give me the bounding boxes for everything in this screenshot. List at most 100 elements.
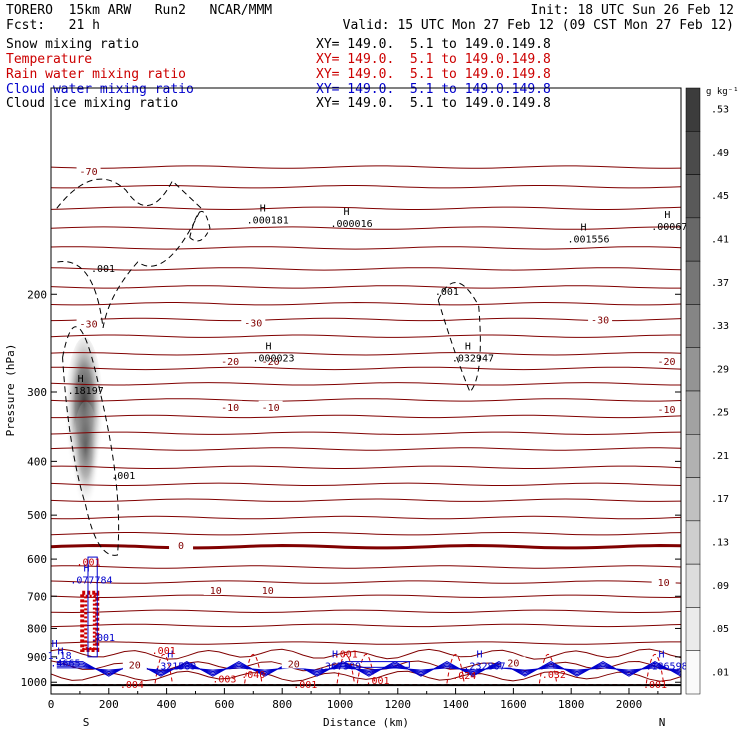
maximum-label: .032947 bbox=[452, 353, 494, 364]
maximum-marker: H bbox=[52, 639, 58, 650]
maximum-label: .000679 bbox=[651, 222, 693, 233]
colorbar-tick-label: .53 bbox=[711, 105, 729, 116]
cloud-water-contour bbox=[56, 665, 681, 673]
colorbar-swatch bbox=[685, 434, 701, 478]
isotherm-line bbox=[51, 185, 681, 189]
field-name-cloud-water: Cloud water mixing ratio bbox=[6, 82, 194, 97]
contour-label: .040 bbox=[241, 670, 265, 681]
maximum-marker: H bbox=[659, 649, 665, 660]
contour-label: .001 bbox=[293, 680, 317, 691]
maximum-marker: H bbox=[344, 207, 350, 218]
isotherm-label-bg bbox=[501, 656, 526, 668]
isotherm-line bbox=[51, 543, 681, 550]
isotherm-label-bg bbox=[258, 400, 283, 412]
isotherm-label: -70 bbox=[80, 167, 98, 178]
x-axis-label: Distance (km) bbox=[323, 716, 409, 729]
isotherm-line bbox=[51, 532, 681, 536]
cloud-ice-contour bbox=[189, 210, 211, 242]
y-tick-label: 400 bbox=[27, 455, 47, 468]
isotherm-label-bg bbox=[203, 583, 228, 595]
colorbar-swatch bbox=[685, 650, 701, 695]
isotherm-label: 10 bbox=[262, 586, 274, 597]
field-name-snow: Snow mixing ratio bbox=[6, 37, 140, 52]
y-tick-label: 800 bbox=[27, 622, 47, 635]
maximum-label: .232867 bbox=[463, 661, 505, 672]
colorbar-tick-label: .37 bbox=[711, 278, 729, 289]
isotherm-line bbox=[51, 246, 681, 250]
cloud-water-contour bbox=[56, 661, 681, 677]
rain-contour bbox=[446, 653, 465, 684]
maximum-label: .18197 bbox=[68, 386, 104, 397]
maximum-marker: H bbox=[167, 649, 173, 660]
field-xy-snow: XY= 149.0. 5.1 to 149.0.149.8 bbox=[316, 37, 551, 52]
colorbar-unit: g kg⁻¹ bbox=[706, 87, 739, 97]
north-label: N bbox=[659, 716, 666, 729]
isotherm-line bbox=[51, 398, 681, 402]
y-tick-label: 700 bbox=[27, 590, 47, 603]
forecast-hour: Fcst: 21 h bbox=[6, 18, 100, 33]
y-tick-label: 500 bbox=[27, 509, 47, 522]
isotherm-label: 10 bbox=[658, 578, 670, 589]
rain-contour bbox=[538, 653, 558, 684]
contour-label: .001 bbox=[643, 680, 667, 691]
y-tick-label: 900 bbox=[27, 651, 47, 664]
isotherm-label: -10 bbox=[262, 403, 280, 414]
cloud-water-contour bbox=[345, 661, 410, 668]
isotherm-line bbox=[51, 482, 681, 486]
isotherm-line bbox=[51, 165, 681, 169]
field-name-cloud-ice: Cloud ice mixing ratio bbox=[6, 96, 179, 111]
y-tick-label: 1000 bbox=[21, 676, 48, 689]
isotherm-line bbox=[51, 366, 681, 371]
isotherm-line bbox=[51, 641, 681, 645]
contour-label: .003 bbox=[212, 674, 236, 685]
isotherm-line bbox=[51, 334, 681, 338]
field-xy-cloud-ice: XY= 149.0. 5.1 to 149.0.149.8 bbox=[316, 96, 551, 111]
maximum-label: .321589 bbox=[154, 661, 196, 672]
maximum-marker: H bbox=[476, 649, 482, 660]
y-tick-label: 200 bbox=[27, 288, 47, 301]
cloud-ice-contour bbox=[437, 282, 481, 393]
isotherm-label: -10 bbox=[221, 403, 239, 414]
maximum-marker: H bbox=[465, 341, 471, 352]
cloud-ice-contour bbox=[56, 178, 202, 329]
colorbar-swatch bbox=[685, 520, 701, 565]
isotherm-label-bg bbox=[218, 355, 243, 367]
field-name-temperature: Temperature bbox=[6, 52, 93, 67]
contour-label: .004 bbox=[120, 680, 144, 691]
isotherm-label-bg bbox=[588, 313, 613, 325]
isotherm-label-bg bbox=[169, 539, 194, 551]
isotherm-label: 20 bbox=[288, 659, 300, 670]
colorbar-tick-label: .09 bbox=[711, 581, 729, 592]
rain-contour bbox=[645, 653, 665, 684]
colorbar-tick-label: .01 bbox=[711, 667, 729, 678]
colorbar-swatch bbox=[685, 607, 701, 651]
contour-label: .001 bbox=[77, 557, 101, 568]
maximum-label: .186598 bbox=[645, 661, 687, 672]
field-xy-temperature: XY= 149.0. 5.1 to 149.0.149.8 bbox=[316, 52, 551, 67]
colorbar-swatch bbox=[685, 390, 701, 435]
isotherm-label-bg bbox=[651, 576, 676, 588]
isotherm-line bbox=[51, 352, 681, 356]
maximum-label: .000023 bbox=[252, 353, 294, 364]
maximum-marker: H bbox=[266, 341, 272, 352]
x-tick-label: 1800 bbox=[558, 698, 585, 711]
x-tick-label: 1000 bbox=[327, 698, 354, 711]
colorbar-tick-label: .49 bbox=[711, 148, 729, 159]
isotherm-line bbox=[51, 623, 681, 628]
maximum-label: .4665 bbox=[50, 659, 80, 670]
colorbar-swatch bbox=[685, 131, 701, 175]
rain-column bbox=[80, 590, 100, 653]
contour-label: .032 bbox=[542, 670, 566, 681]
isotherm-line bbox=[51, 648, 681, 660]
x-tick-label: 2000 bbox=[616, 698, 643, 711]
maximum-label: .000181 bbox=[247, 216, 289, 227]
maximum-marker: H bbox=[83, 563, 89, 574]
isotherm-label: -20 bbox=[658, 357, 676, 368]
y-tick-label: 600 bbox=[27, 553, 47, 566]
init-time: Init: 18 UTC Sun 26 Feb 12 bbox=[530, 3, 735, 18]
x-tick-label: 400 bbox=[157, 698, 177, 711]
colorbar-tick-label: .33 bbox=[711, 321, 729, 332]
field-xy-cloud-water: XY= 149.0. 5.1 to 149.0.149.8 bbox=[316, 82, 551, 97]
isotherm-line bbox=[51, 382, 681, 386]
